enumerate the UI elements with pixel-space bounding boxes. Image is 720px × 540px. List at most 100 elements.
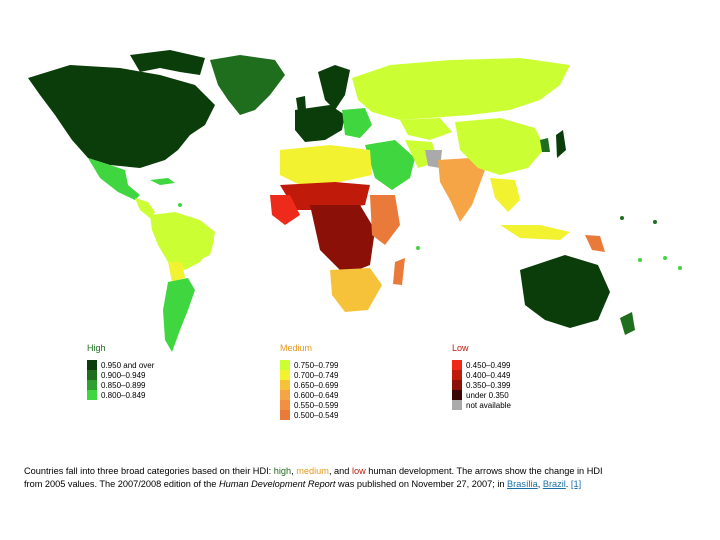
caption-sep: , <box>537 479 541 489</box>
world-hdi-map <box>28 50 682 352</box>
legend-row-medium: 0.550–0.599 <box>280 400 339 410</box>
legend-swatch <box>280 410 290 420</box>
legend-row-medium: 0.600–0.649 <box>280 390 339 400</box>
legend-swatch <box>452 370 462 380</box>
caption-low: low <box>351 466 366 476</box>
legend-low: Low 0.450–0.499 0.400–0.449 0.350–0.399 und… <box>452 343 511 410</box>
region-papua-new-guinea <box>585 235 605 252</box>
legend-medium: Medium 0.750–0.799 0.700–0.749 0.650–0.699… <box>280 343 339 420</box>
region-brazil-interior <box>185 228 214 262</box>
legend-title-high: High <box>87 343 106 353</box>
legend-label: 0.800–0.849 <box>101 390 146 400</box>
region-indonesia <box>500 225 570 240</box>
island-dot <box>620 216 624 220</box>
island-dot <box>178 203 182 207</box>
region-west-africa <box>270 195 300 225</box>
region-korea <box>540 138 550 152</box>
caption-text-2: human development. The arrows show the c… <box>24 466 603 489</box>
legend-row-high: 0.900–0.949 <box>87 370 154 380</box>
legend-label: 0.500–0.549 <box>294 410 339 420</box>
legend-swatch <box>87 370 97 380</box>
legend-swatch <box>280 380 290 390</box>
region-new-zealand <box>620 312 635 335</box>
caption-report-title: Human Development Report <box>218 479 336 489</box>
legend-label: 0.400–0.449 <box>466 370 511 380</box>
legend-swatch <box>452 360 462 370</box>
legend-swatch <box>280 360 290 370</box>
link-reference-1[interactable]: [1] <box>570 479 582 489</box>
island-dot <box>416 246 420 250</box>
link-brazil[interactable]: Brazil <box>542 479 566 489</box>
legend-row-medium: 0.750–0.799 <box>280 360 339 370</box>
legend-items-medium: 0.750–0.799 0.700–0.749 0.650–0.699 0.600–0… <box>280 360 339 420</box>
region-southern-africa <box>330 268 382 312</box>
map-caption: Countries fall into three broad categori… <box>24 465 614 491</box>
legend-row-medium: 0.650–0.699 <box>280 380 339 390</box>
island-dot <box>653 220 657 224</box>
legend-swatch <box>280 390 290 400</box>
legend-label: 0.700–0.749 <box>294 370 339 380</box>
link-brasilia[interactable]: Brasília <box>507 479 538 489</box>
region-madagascar <box>393 258 405 285</box>
region-china <box>455 118 545 175</box>
region-north-america <box>28 65 215 168</box>
caption-text-1: Countries fall into three broad categori… <box>24 466 272 476</box>
region-uk <box>296 96 306 112</box>
legend-high: High 0.950 and over 0.900–0.949 0.850–0.89… <box>87 343 154 400</box>
legend-label: 0.650–0.699 <box>294 380 339 390</box>
legend-label: 0.450–0.499 <box>466 360 511 370</box>
legend-swatch <box>280 400 290 410</box>
legend-label: not available <box>466 400 511 410</box>
region-russia <box>352 58 570 120</box>
legend-title-low: Low <box>452 343 469 353</box>
island-dot <box>678 266 682 270</box>
legend-row-medium: 0.500–0.549 <box>280 410 339 420</box>
legend-row-high: 0.800–0.849 <box>87 390 154 400</box>
legend-label: under 0.350 <box>466 390 509 400</box>
island-dot <box>638 258 642 262</box>
legend-swatch <box>452 380 462 390</box>
region-kazakhstan <box>400 118 452 140</box>
region-cuba <box>150 178 175 185</box>
region-central-africa <box>310 205 375 275</box>
legend-row-low: 0.400–0.449 <box>452 370 511 380</box>
legend-label: 0.750–0.799 <box>294 360 339 370</box>
legend-swatch <box>280 370 290 380</box>
legend-swatch <box>452 390 462 400</box>
region-australia <box>520 255 610 328</box>
region-japan <box>556 130 566 158</box>
region-sahel <box>280 182 370 210</box>
region-argentina-chile <box>163 278 195 352</box>
region-scandinavia <box>318 65 350 110</box>
caption-high: high <box>273 466 292 476</box>
legend-swatch <box>452 400 462 410</box>
region-southeast-asia <box>490 178 520 212</box>
caption-text-3: was published on November 27, 2007; in <box>337 479 505 489</box>
legend-items-high: 0.950 and over 0.900–0.949 0.850–0.899 0.80… <box>87 360 154 400</box>
region-eastern-europe <box>342 108 372 138</box>
legend-swatch <box>87 380 97 390</box>
legend-label: 0.600–0.649 <box>294 390 339 400</box>
region-bolivia <box>168 262 185 282</box>
legend-label: 0.350–0.399 <box>466 380 511 390</box>
region-arctic-canada <box>130 50 205 75</box>
legend-swatch <box>87 360 97 370</box>
caption-dot: . <box>565 479 569 489</box>
region-greenland <box>210 55 285 115</box>
region-mexico <box>88 158 140 200</box>
legend-items-low: 0.450–0.499 0.400–0.449 0.350–0.399 under 0… <box>452 360 511 410</box>
legend-row-low: 0.450–0.499 <box>452 360 511 370</box>
legend-row-low: not available <box>452 400 511 410</box>
legend-label: 0.950 and over <box>101 360 155 370</box>
legend-title-medium: Medium <box>280 343 313 353</box>
legend-row-high: 0.850–0.899 <box>87 380 154 390</box>
legend-row-medium: 0.700–0.749 <box>280 370 339 380</box>
region-middle-east <box>365 140 415 190</box>
region-afghanistan <box>425 150 442 168</box>
legend-label: 0.900–0.949 <box>101 370 146 380</box>
legend-row-high: 0.950 and over <box>87 360 154 370</box>
region-central-america <box>135 198 155 218</box>
region-south-asia <box>438 158 485 222</box>
legend-row-low: under 0.350 <box>452 390 511 400</box>
legend-row-low: 0.350–0.399 <box>452 380 511 390</box>
